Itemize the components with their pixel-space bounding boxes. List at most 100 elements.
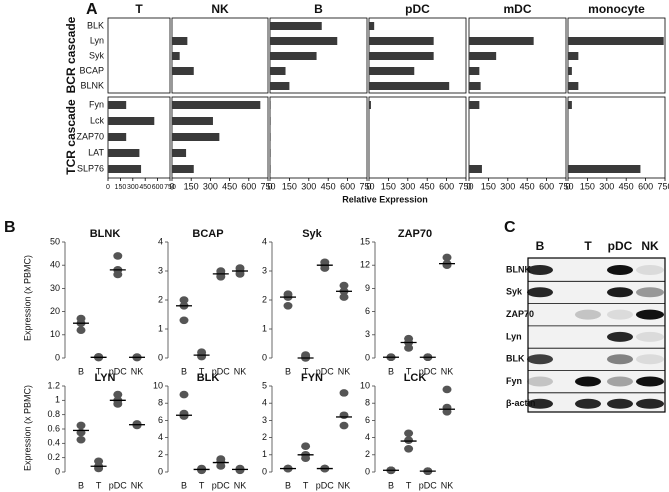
blot-frame (527, 257, 666, 413)
x-tick-label: 750 (359, 181, 374, 191)
x-tick-label: pDC (212, 480, 231, 490)
data-point (179, 412, 189, 420)
bar (172, 37, 188, 45)
blot-band (636, 309, 664, 320)
x-tick-label: 300 (301, 181, 316, 191)
blot-band (607, 265, 633, 275)
blot-row-label: ZAP70 (506, 309, 534, 319)
blot-band (607, 376, 633, 387)
group-label: TCR cascade (64, 99, 78, 175)
y-tick-label: 0.4 (47, 438, 60, 448)
y-tick-label: 20 (50, 306, 60, 316)
y-tick-label: 3 (158, 265, 163, 275)
y-tick-label: 15 (360, 236, 370, 246)
category-label: Fyn (89, 99, 104, 109)
panel-label: A (86, 1, 98, 18)
x-tick-label: 450 (321, 181, 336, 191)
section-frame (567, 17, 666, 94)
category-label: BLNK (80, 80, 104, 90)
y-tick-label: 10 (153, 380, 163, 390)
bar (172, 165, 194, 173)
column-title: monocyte (588, 2, 645, 16)
x-tick-label: 750 (458, 181, 473, 191)
data-point (442, 408, 452, 416)
x-tick-label: NK (441, 366, 454, 376)
data-point (339, 281, 349, 290)
chart-title: BLK (197, 372, 220, 384)
x-tick-label: NK (338, 366, 351, 376)
y-tick-label: 50 (50, 236, 60, 246)
data-point (76, 435, 86, 444)
x-tick-label: T (199, 366, 205, 376)
y-tick-label: 8 (158, 398, 163, 408)
bar (172, 133, 220, 141)
column-title: mDC (503, 2, 531, 16)
x-tick-label: 300 (127, 184, 139, 191)
data-point (216, 273, 226, 281)
x-tick-label: 600 (241, 181, 256, 191)
data-point (442, 261, 452, 270)
x-tick-label: NK (131, 480, 144, 490)
y-tick-label: 6 (365, 306, 370, 316)
data-point (113, 270, 123, 279)
x-tick-label: 300 (500, 181, 515, 191)
x-tick-label: 750 (260, 181, 275, 191)
section-frame (567, 96, 666, 179)
y-tick-label: 30 (50, 283, 60, 293)
bar (369, 22, 375, 30)
blot-band (607, 331, 633, 342)
data-point (442, 385, 452, 394)
data-point (320, 264, 330, 272)
section-frame (269, 96, 368, 179)
column-title: NK (211, 2, 229, 16)
y-tick-label: 4 (158, 432, 163, 442)
blot-row-label: Lyn (506, 331, 522, 341)
x-tick-label: pDC (419, 366, 438, 376)
x-tick-label: NK (234, 480, 247, 490)
bar (469, 37, 534, 45)
blot-band (527, 287, 553, 298)
bar (270, 52, 317, 60)
x-tick-label: 150 (282, 181, 297, 191)
x-tick-label: T (406, 366, 412, 376)
blot-row-label: Syk (506, 287, 523, 297)
x-tick-label: 0 (466, 181, 471, 191)
x-axis-label: Relative Expression (342, 194, 428, 204)
y-tick-label: 6 (365, 415, 370, 425)
data-point (197, 466, 207, 475)
bar (172, 101, 261, 109)
data-point (76, 421, 86, 430)
bar (270, 165, 271, 173)
chart-title: Syk (302, 228, 322, 240)
bar (369, 52, 434, 60)
data-point (216, 462, 226, 470)
bar (469, 67, 480, 75)
y-tick-label: 3 (262, 265, 267, 275)
category-label: BCAP (79, 65, 104, 75)
bar (108, 133, 127, 141)
y-tick-label: 40 (50, 260, 60, 270)
x-tick-label: T (406, 480, 412, 490)
bar (108, 117, 155, 125)
bar (172, 52, 180, 60)
x-tick-label: 450 (222, 181, 237, 191)
bar (172, 149, 187, 157)
y-tick-label: 4 (262, 398, 267, 408)
y-tick-label: 1.2 (47, 380, 60, 390)
category-label: Lyn (90, 35, 104, 45)
x-tick-label: NK (131, 366, 144, 376)
chart-title: FYN (301, 372, 323, 384)
y-tick-label: 8 (365, 398, 370, 408)
x-tick-label: T (199, 480, 205, 490)
data-point (179, 390, 189, 399)
blot-band (636, 265, 664, 275)
blot-row-label: β-actin (506, 398, 536, 408)
data-point (235, 466, 245, 475)
x-tick-label: 300 (203, 181, 218, 191)
x-tick-label: 450 (139, 184, 151, 191)
blot-row-label: BLNK (506, 264, 531, 274)
y-tick-label: 5 (262, 380, 267, 390)
blot-band (575, 398, 601, 409)
x-tick-label: 450 (420, 181, 435, 191)
blot-column: T (584, 239, 592, 253)
